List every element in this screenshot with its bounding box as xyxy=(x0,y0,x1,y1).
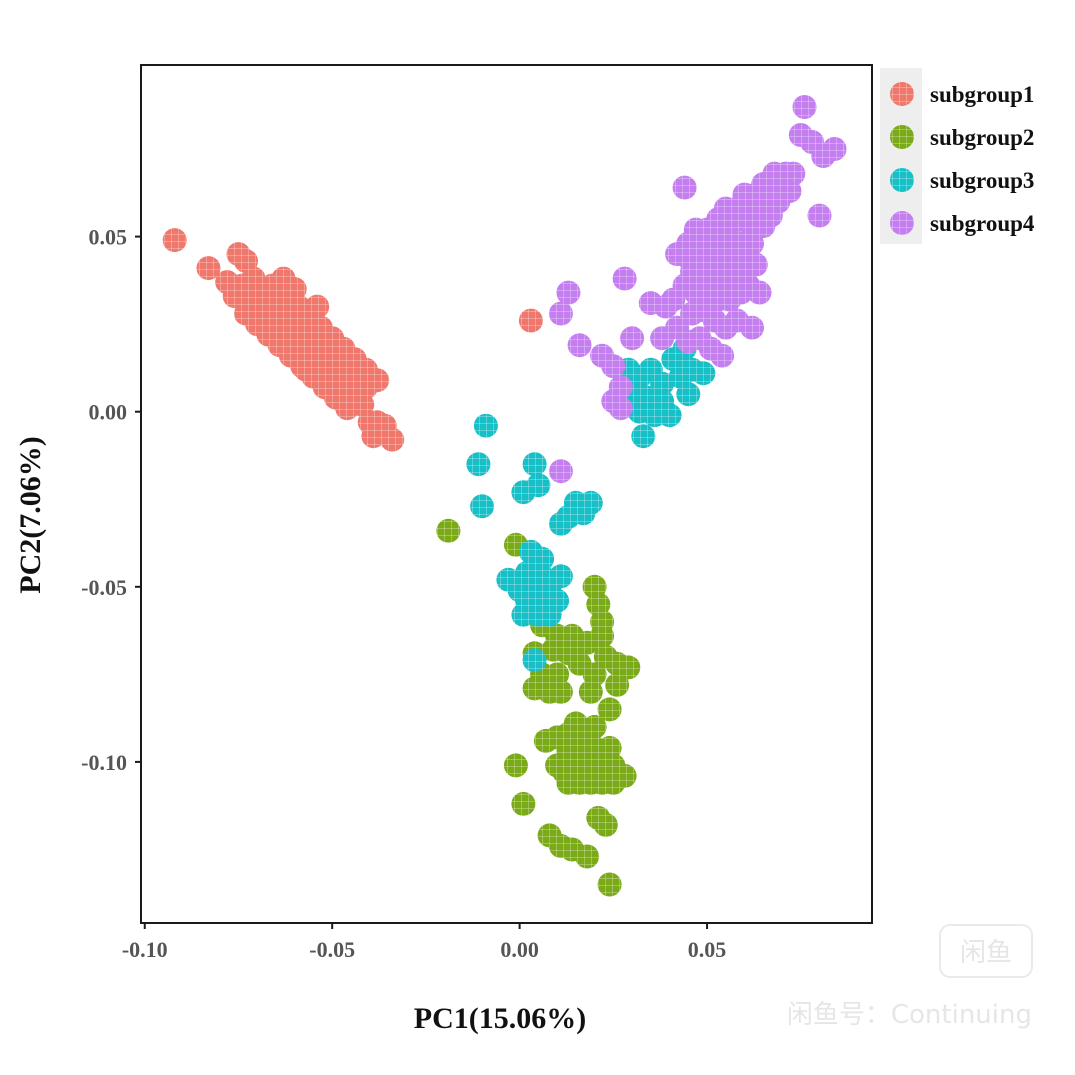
scatter-point xyxy=(650,326,675,351)
scatter-point xyxy=(620,326,645,351)
scatter-point xyxy=(612,266,637,291)
scatter-point xyxy=(593,812,618,837)
scatter-point xyxy=(473,413,498,438)
scatter-point xyxy=(751,214,776,239)
scatter-point xyxy=(548,564,573,589)
scatter-point xyxy=(537,602,562,627)
scatter-point xyxy=(522,648,547,673)
scatter-point xyxy=(305,294,330,319)
y-tick-label: 0.00 xyxy=(89,400,128,425)
scatter-point xyxy=(575,844,600,869)
scatter-point xyxy=(293,357,318,382)
scatter-point xyxy=(496,567,521,592)
scatter-point xyxy=(747,280,772,305)
scatter-point xyxy=(616,655,641,680)
scatter-point xyxy=(743,252,768,277)
scatter-point xyxy=(582,714,607,739)
scatter-point xyxy=(612,763,637,788)
scatter-point xyxy=(282,277,307,302)
scatter-point xyxy=(661,287,686,312)
scatter-point xyxy=(740,231,764,256)
scatter-point xyxy=(470,494,495,519)
scatter-point xyxy=(511,791,536,816)
scatter-point xyxy=(571,501,596,526)
legend-label: subgroup4 xyxy=(930,211,1035,236)
legend-label: subgroup3 xyxy=(930,168,1034,193)
scatter-point xyxy=(676,382,701,407)
scatter-point xyxy=(691,361,716,386)
scatter-point xyxy=(822,137,847,161)
legend-label: subgroup1 xyxy=(930,82,1034,107)
y-tick-label: -0.05 xyxy=(81,575,127,600)
scatter-point xyxy=(436,518,461,543)
scatter-point xyxy=(548,459,573,484)
subgroup2-points xyxy=(436,518,641,897)
axis-ticks: -0.10 -0.05 0.00 0.05 0.05 0.00 -0.05 -0.10 xyxy=(81,225,726,962)
x-tick-label: 0.00 xyxy=(500,937,539,962)
x-axis-title: PC1(15.06%) xyxy=(414,1002,586,1035)
x-tick-label: -0.10 xyxy=(122,937,168,962)
scatter-point xyxy=(657,403,682,428)
points-layer xyxy=(162,95,847,897)
scatter-point xyxy=(522,452,547,477)
scatter-point xyxy=(380,427,405,452)
scatter-point xyxy=(601,354,626,379)
scatter-point xyxy=(526,473,551,498)
scatter-point xyxy=(518,308,543,333)
watermark: 闲鱼 闲鱼号：Continuing xyxy=(787,924,1033,1030)
watermark-caption: 闲鱼号：Continuing xyxy=(787,1000,1032,1030)
scatter-point xyxy=(740,315,764,340)
scatter-point xyxy=(792,95,817,119)
scatter-point xyxy=(593,644,618,669)
scatter-point xyxy=(503,753,528,778)
y-tick-label: 0.05 xyxy=(89,225,128,250)
legend-label: subgroup2 xyxy=(930,125,1034,150)
scatter-point xyxy=(631,424,656,449)
scatter-point xyxy=(728,280,753,305)
scatter-point xyxy=(608,396,633,421)
scatter-point xyxy=(672,175,697,200)
legend-item-subgroup4: subgroup4 xyxy=(890,211,1035,236)
scatter-point xyxy=(590,609,615,634)
y-tick-label: -0.10 xyxy=(81,750,127,775)
subgroup1-points xyxy=(162,228,543,452)
scatter-point xyxy=(548,511,573,536)
scatter-point xyxy=(365,368,390,393)
scatter-point xyxy=(650,371,675,396)
scatter-point xyxy=(567,333,592,358)
subgroup4-points xyxy=(548,95,847,484)
y-axis-title: PC2(7.06%) xyxy=(14,436,47,593)
scatter-point xyxy=(548,301,573,326)
x-tick-label: -0.05 xyxy=(309,937,355,962)
scatter-point xyxy=(578,679,603,704)
scatter-point xyxy=(807,203,832,228)
scatter-point xyxy=(361,424,386,449)
scatter-point xyxy=(466,452,491,477)
scatter-point xyxy=(567,651,592,676)
watermark-logo-box xyxy=(939,924,1033,978)
scatter-point xyxy=(548,679,573,704)
scatter-point xyxy=(556,280,581,305)
watermark-logo-text: 闲鱼 xyxy=(960,938,1012,968)
legend: subgroup1 subgroup2 subgroup3 subgroup4 xyxy=(880,68,1035,244)
scatter-point xyxy=(597,872,622,897)
scatter-point xyxy=(605,672,630,697)
scatter-point xyxy=(710,343,735,368)
legend-item-subgroup3: subgroup3 xyxy=(890,168,1034,193)
scatter-point xyxy=(196,256,221,281)
scatter-point xyxy=(530,546,555,571)
legend-item-subgroup1: subgroup1 xyxy=(890,82,1034,107)
scatter-point xyxy=(162,228,187,253)
scatter-point xyxy=(597,697,622,722)
x-tick-label: 0.05 xyxy=(688,937,727,962)
legend-item-subgroup2: subgroup2 xyxy=(890,125,1034,150)
